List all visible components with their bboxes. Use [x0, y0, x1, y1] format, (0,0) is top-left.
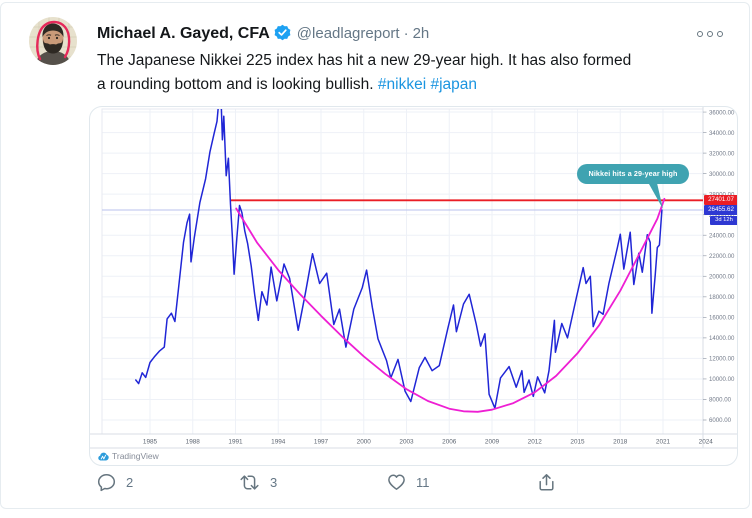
svg-text:2024: 2024 [699, 439, 714, 446]
svg-text:22000.00: 22000.00 [709, 253, 735, 260]
tweet-text: The Japanese Nikkei 225 index has hit a … [97, 49, 731, 97]
hashtag-nikkei[interactable]: #nikkei [377, 76, 427, 93]
svg-text:10000.00: 10000.00 [709, 376, 735, 383]
share-icon [539, 474, 554, 491]
svg-text:8000.00: 8000.00 [709, 397, 732, 404]
svg-text:12000.00: 12000.00 [709, 356, 735, 363]
svg-text:14000.00: 14000.00 [709, 335, 735, 342]
hashtag-japan[interactable]: #japan [430, 76, 478, 93]
tweet-header: Michael A. Gayed, CFA @leadlagreport · 2h [97, 24, 717, 46]
more-options-icon[interactable] [697, 31, 723, 37]
avatar[interactable] [29, 17, 77, 65]
tweet-card: Michael A. Gayed, CFA @leadlagreport · 2h T… [0, 2, 750, 509]
author-handle[interactable]: @leadlagreport [296, 25, 400, 42]
svg-text:24000.00: 24000.00 [709, 232, 735, 239]
reply-count: 2 [126, 475, 134, 490]
verified-badge-icon [274, 24, 291, 46]
avatar-illustration [29, 17, 77, 65]
svg-text:2003: 2003 [399, 439, 414, 446]
svg-text:2006: 2006 [442, 439, 457, 446]
reply-icon [97, 474, 116, 492]
svg-text:2021: 2021 [656, 439, 671, 446]
svg-text:1991: 1991 [228, 439, 243, 446]
action-bar: 2 3 11 [97, 473, 657, 503]
high-price-tag: 27401.07 [704, 195, 737, 205]
svg-text:1988: 1988 [186, 439, 201, 446]
svg-text:2015: 2015 [570, 439, 585, 446]
author-name[interactable]: Michael A. Gayed, CFA [97, 25, 270, 42]
share-button[interactable] [537, 473, 556, 492]
reply-button[interactable]: 2 [97, 473, 133, 492]
tradingview-cloud-icon [98, 452, 109, 460]
countdown-tag: 3d 12h [710, 215, 737, 225]
svg-text:32000.00: 32000.00 [709, 150, 735, 157]
svg-text:18000.00: 18000.00 [709, 294, 735, 301]
svg-text:1997: 1997 [314, 439, 329, 446]
svg-text:30000.00: 30000.00 [709, 171, 735, 178]
heart-icon [388, 474, 405, 490]
like-button[interactable]: 11 [387, 473, 430, 491]
tweet-text-line1: The Japanese Nikkei 225 index has hit a … [97, 52, 632, 69]
tweet-text-line2: a rounding bottom and is looking bullish… [97, 76, 478, 93]
svg-text:20000.00: 20000.00 [709, 273, 735, 280]
svg-text:1994: 1994 [271, 439, 286, 446]
retweet-button[interactable]: 3 [239, 473, 277, 492]
timestamp[interactable]: 2h [412, 25, 430, 42]
tradingview-watermark: TradingView [98, 451, 159, 461]
like-count: 11 [416, 474, 430, 490]
current-price-tag: 26455.62 [704, 205, 737, 215]
svg-text:26000.00: 26000.00 [709, 212, 735, 219]
svg-text:2009: 2009 [485, 439, 500, 446]
svg-text:2000: 2000 [357, 439, 372, 446]
svg-text:2012: 2012 [528, 439, 543, 446]
svg-text:1985: 1985 [143, 439, 158, 446]
retweet-count: 3 [270, 475, 278, 490]
svg-text:6000.00: 6000.00 [709, 417, 732, 424]
svg-text:2018: 2018 [613, 439, 628, 446]
svg-text:36000.00: 36000.00 [709, 109, 735, 116]
dot-separator: · [403, 25, 409, 42]
watermark-label: TradingView [112, 451, 159, 461]
svg-text:34000.00: 34000.00 [709, 130, 735, 137]
retweet-icon [240, 475, 259, 490]
chart-annotation: Nikkei hits a 29-year high [577, 164, 689, 184]
svg-text:16000.00: 16000.00 [709, 315, 735, 322]
svg-text:28000.00: 28000.00 [709, 191, 735, 198]
nikkei-chart-svg: 36000.00 34000.00 32000.00 30000.00 28000.00… [90, 107, 737, 449]
chart-media[interactable]: 36000.00 34000.00 32000.00 30000.00 28000.00… [89, 106, 738, 466]
